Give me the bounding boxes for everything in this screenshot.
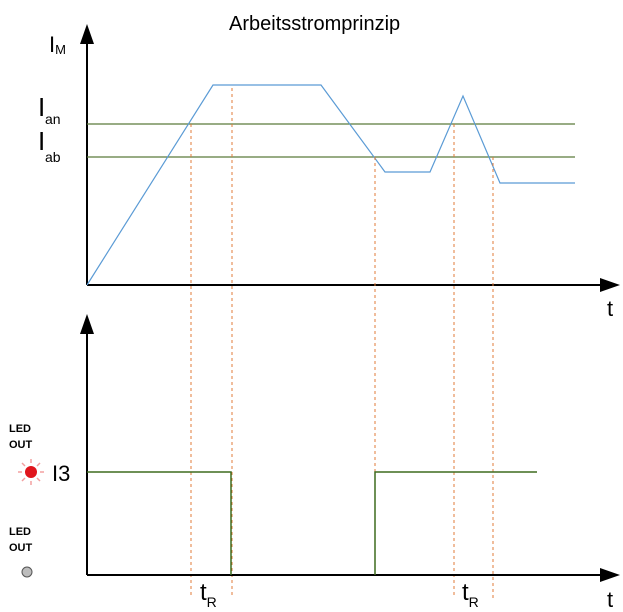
- output-signal-pulse-2: [374, 471, 537, 575]
- current-axis-label: IM: [49, 32, 66, 57]
- diagram-title: Arbeitsstromprinzip: [229, 13, 400, 35]
- current-axes: [80, 24, 620, 292]
- motor-current-curve: [86, 84, 575, 286]
- output-label: I3: [52, 461, 70, 486]
- delay-markers: [190, 88, 494, 598]
- delay-label-2: tR: [462, 579, 479, 610]
- led-inactive-label-line2: OUT: [9, 542, 33, 554]
- current-y-axis-arrow: [80, 24, 94, 44]
- time-axis-label-bottom: t: [607, 587, 613, 612]
- output-signal-pulse-1: [87, 471, 232, 575]
- led-off-icon: [21, 566, 33, 578]
- threshold-label-on: Ian: [38, 92, 61, 127]
- time-axis-label-top: t: [607, 296, 613, 321]
- current-x-axis-arrow: [600, 278, 620, 292]
- output-x-axis-arrow: [600, 568, 620, 582]
- threshold-label-off: Iab: [38, 126, 61, 165]
- led-active-label-line2: OUT: [9, 439, 33, 451]
- output-axes: [80, 314, 620, 582]
- led-on-icon: [18, 459, 44, 485]
- led-active-label-line1: LED: [9, 423, 31, 435]
- delay-label-1: tR: [200, 579, 217, 610]
- led-inactive-label-line1: LED: [9, 526, 31, 538]
- output-y-axis-arrow: [80, 314, 94, 334]
